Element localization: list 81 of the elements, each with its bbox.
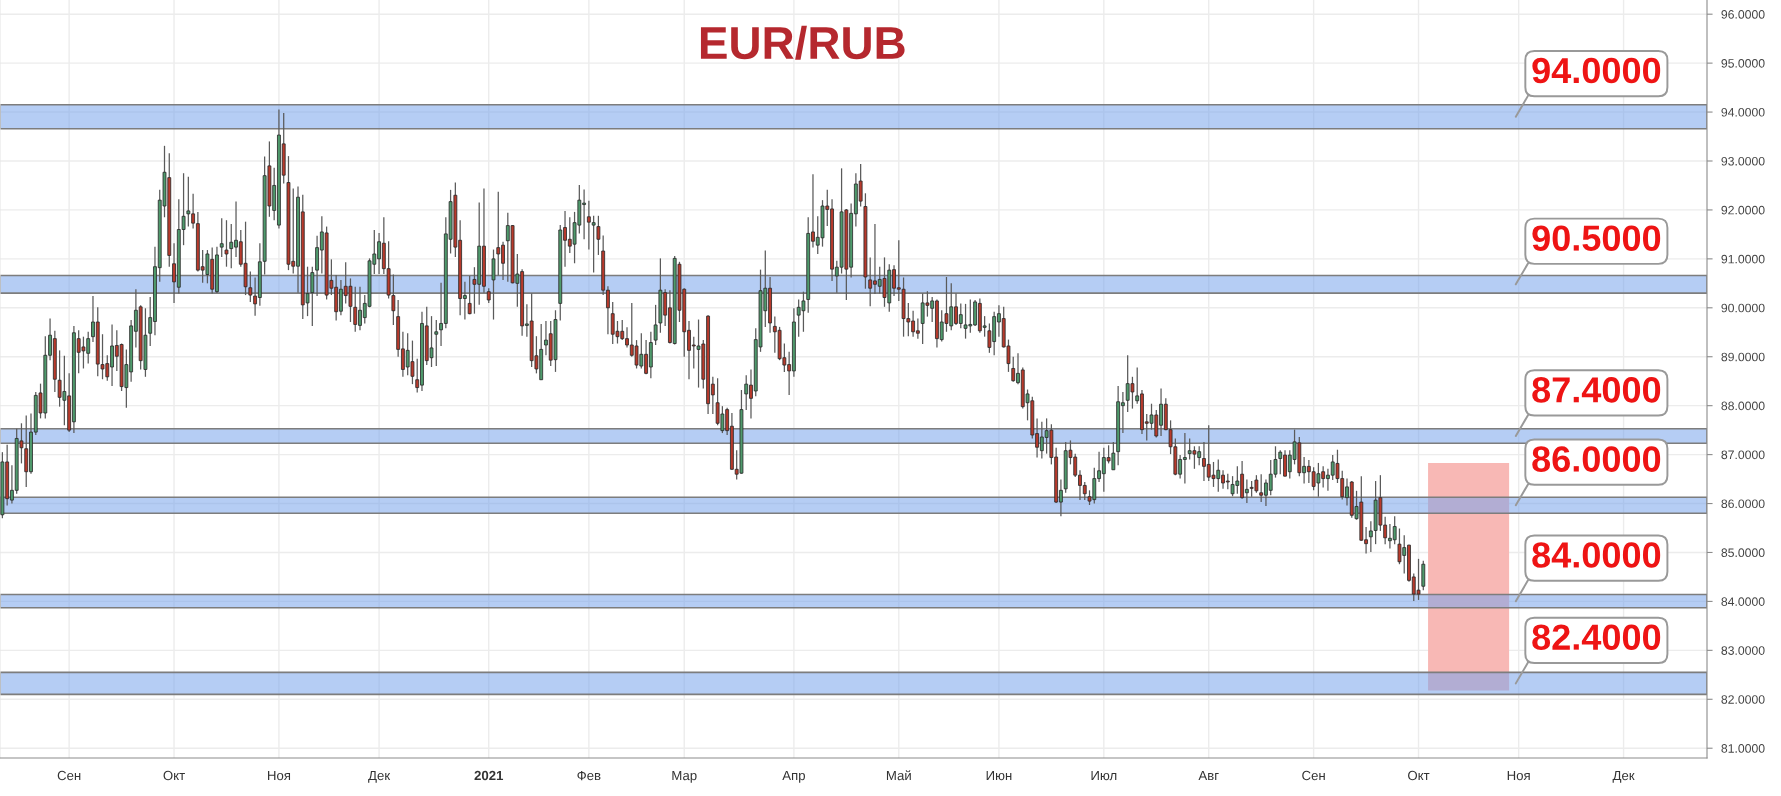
candlestick (1211, 461, 1216, 488)
x-tick-label: Дек (368, 770, 391, 783)
band-label: 90.5000 (1532, 225, 1661, 251)
candlestick (1392, 515, 1397, 545)
candlestick (24, 414, 29, 488)
candlestick (1192, 445, 1197, 470)
band-label: 94.0000 (1532, 57, 1661, 84)
y-tick-label: 91.0000 (1721, 254, 1765, 264)
candlestick (310, 266, 315, 327)
candlestick (696, 318, 701, 389)
candlestick (868, 256, 873, 307)
y-tick-label: 86.0000 (1721, 499, 1765, 509)
x-tick-label: Сен (1302, 770, 1325, 781)
candlestick (1244, 478, 1249, 504)
candlestick (634, 339, 639, 370)
candlestick (467, 275, 472, 315)
band-label: 87.4000 (1532, 377, 1661, 403)
candlestick (744, 374, 749, 411)
candlestick (882, 256, 887, 308)
y-tick-label: 82.0000 (1721, 695, 1765, 704)
y-tick-label: 94.0000 (1721, 107, 1765, 117)
candlestick (596, 215, 601, 256)
candlestick (429, 315, 434, 368)
candlestick (591, 215, 596, 274)
candlestick (243, 221, 248, 296)
x-tick-label: Окт (163, 770, 185, 781)
candlestick (1421, 560, 1426, 591)
y-tick-label: 89.0000 (1721, 352, 1765, 362)
candlestick (1130, 376, 1135, 410)
candlestick (1182, 432, 1187, 485)
candlestick (491, 248, 496, 321)
y-tick-label: 84.0000 (1721, 597, 1765, 606)
candlestick (1259, 473, 1264, 503)
candlestick (1278, 449, 1283, 475)
candlestick (229, 223, 234, 269)
candlestick (186, 176, 191, 228)
candlestick (248, 270, 253, 303)
candlestick (1011, 356, 1016, 383)
y-tick-label: 93.0000 (1721, 156, 1765, 166)
x-tick-label: Окт (1408, 770, 1430, 781)
y-tick-label: 96.0000 (1721, 10, 1765, 19)
candlestick (81, 336, 86, 370)
x-tick-label: Фев (577, 770, 601, 781)
candlestick (963, 303, 968, 340)
x-tick-label: Дек (1612, 770, 1635, 783)
candlestick (224, 219, 229, 268)
x-tick-label: Ноя (1507, 770, 1530, 781)
x-tick-label: Мар (672, 770, 697, 783)
candlestick (1416, 558, 1421, 601)
candlestick (57, 349, 62, 408)
band-label: 82.4000 (1532, 624, 1661, 651)
candlestick (353, 286, 358, 333)
y-tick-label: 90.0000 (1721, 303, 1765, 313)
candlestick (1230, 475, 1235, 497)
y-tick-label: 95.0000 (1721, 59, 1765, 68)
candlestick (801, 291, 806, 333)
candlestick (219, 217, 224, 258)
x-tick-label: Ноя (268, 770, 291, 781)
chart-title: EUR/RUB (700, 25, 905, 60)
x-tick-label: 2021 (474, 770, 504, 781)
candlestick (1397, 527, 1402, 565)
x-tick-label: Июл (1091, 770, 1117, 781)
x-tick-label: Апр (782, 770, 805, 783)
y-tick-label: 88.0000 (1721, 401, 1765, 411)
y-tick-label: 85.0000 (1721, 548, 1765, 558)
candlestick (958, 302, 963, 329)
x-tick-label: Сен (57, 770, 81, 781)
band-label: 84.0000 (1532, 542, 1661, 568)
y-tick-label: 81.0000 (1721, 744, 1765, 753)
band-label: 86.0000 (1532, 446, 1661, 472)
y-tick-label: 92.0000 (1721, 205, 1765, 215)
y-tick-label: 87.0000 (1721, 450, 1765, 460)
candlestick (434, 319, 439, 367)
y-tick-label: 83.0000 (1721, 646, 1765, 655)
candlestick (348, 277, 353, 323)
x-tick-label: Июн (986, 770, 1012, 781)
candlestick (496, 191, 501, 277)
x-tick-label: Май (886, 770, 911, 781)
x-tick-label: Авг (1198, 770, 1219, 781)
candlestick (410, 339, 415, 385)
candlestick (915, 317, 920, 340)
